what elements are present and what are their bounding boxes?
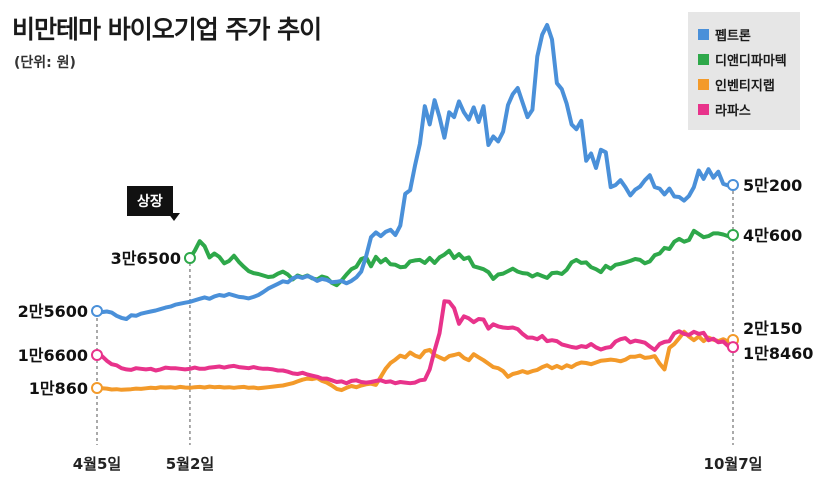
legend-swatch <box>698 29 709 40</box>
listing-callout: 상장 <box>127 186 173 216</box>
series-line <box>95 23 735 321</box>
x-tick-label: 4월5일 <box>73 455 121 473</box>
legend-label: 인벤티지랩 <box>715 79 775 94</box>
legend-item: 디앤디파마텍 <box>698 47 790 72</box>
legend-label: 펩트론 <box>715 29 751 44</box>
unit-label: (단위: 원) <box>14 55 76 71</box>
series-end-label: 2만150 <box>743 319 802 338</box>
x-tick-label: 10월7일 <box>704 455 763 473</box>
legend-swatch <box>698 104 709 115</box>
series-start-label: 1만6600 <box>18 346 88 365</box>
legend-label: 디앤디파마텍 <box>715 54 787 69</box>
legend-item: 인벤티지랩 <box>698 72 790 97</box>
series-line <box>188 228 735 288</box>
series-end-marker <box>727 179 739 191</box>
chart-title: 비만테마 바이오기업 주가 추이 <box>12 15 322 44</box>
legend-label: 라파스 <box>715 104 751 119</box>
series-start-marker <box>183 252 196 264</box>
legend-swatch <box>698 54 709 65</box>
series-start-marker <box>91 349 103 361</box>
series-end-marker <box>727 341 739 354</box>
listing-callout-tail <box>168 213 180 221</box>
x-tick-label: 5월2일 <box>166 455 214 473</box>
legend-swatch <box>698 79 709 90</box>
series-end-label: 4만600 <box>743 226 802 245</box>
series-line <box>95 299 735 386</box>
series-start-label: 2만5600 <box>18 302 88 321</box>
series-end-label: 5만200 <box>743 176 802 195</box>
series-start-label: 3만6500 <box>111 249 181 268</box>
series-start-label: 1만860 <box>29 379 88 398</box>
series-start-marker <box>91 382 103 394</box>
legend: 펩트론 디앤디파마텍 인벤티지랩 라파스 <box>688 12 800 130</box>
series-start-marker <box>91 305 103 317</box>
legend-item: 라파스 <box>698 97 790 122</box>
series-end-marker <box>727 229 739 241</box>
legend-item: 펩트론 <box>698 22 790 47</box>
series-line <box>95 329 735 393</box>
series-end-label: 1만8460 <box>743 344 813 363</box>
